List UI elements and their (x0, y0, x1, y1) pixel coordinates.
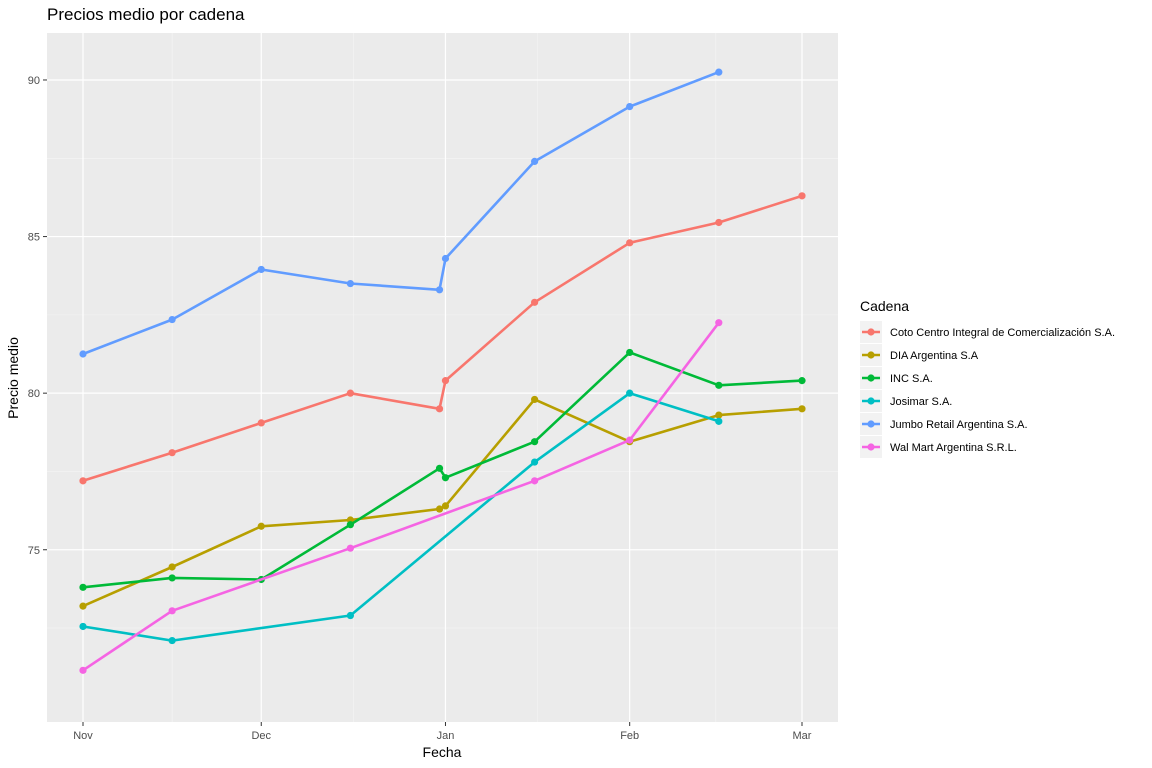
series-1 (79, 192, 806, 485)
data-point (168, 449, 176, 457)
data-point (168, 563, 176, 571)
data-point (79, 622, 87, 631)
series-5 (79, 68, 723, 358)
data-point (626, 389, 634, 397)
data-point (531, 438, 539, 446)
plot-panel (47, 33, 838, 722)
data-point (626, 348, 634, 357)
data-point (79, 583, 87, 591)
data-point (798, 377, 806, 385)
chart-title: Precios medio por cadena (47, 5, 245, 24)
legend-item: DIA Argentina S.A (860, 344, 979, 366)
data-point (441, 474, 450, 482)
legend-item: Wal Mart Argentina S.R.L. (860, 436, 1017, 458)
data-point (435, 405, 444, 413)
legend-label: Wal Mart Argentina S.R.L. (890, 442, 1017, 454)
x-tick-label: Dec (251, 730, 271, 742)
x-tick-label: Feb (620, 730, 639, 742)
data-point (441, 502, 450, 510)
data-point (715, 381, 723, 389)
data-point (531, 395, 539, 404)
data-point (441, 254, 450, 263)
data-point (626, 239, 634, 247)
x-axis-title: Fecha (423, 744, 462, 760)
data-point (435, 464, 444, 472)
data-point (435, 286, 444, 294)
legend-label: Jumbo Retail Argentina S.A. (890, 419, 1028, 431)
series-2 (79, 395, 806, 610)
legend-item: INC S.A. (860, 367, 933, 389)
data-point (257, 522, 265, 530)
legend-key-point (867, 397, 875, 405)
data-point (435, 505, 444, 513)
data-point (531, 458, 539, 466)
y-axis: 75 80 85 90 (28, 75, 47, 557)
series-line (81, 391, 721, 642)
x-tick-label: Nov (73, 730, 93, 742)
legend-key-point (867, 420, 875, 428)
legend-label: INC S.A. (890, 373, 933, 385)
data-point (715, 417, 723, 425)
data-point (346, 389, 354, 397)
legend-key-point (867, 374, 875, 382)
series-6 (79, 319, 723, 674)
data-point (79, 350, 87, 358)
series-line (81, 321, 721, 672)
series-4 (79, 389, 723, 645)
series-line (81, 351, 804, 589)
data-point (257, 419, 265, 427)
x-tick-label: Mar (793, 730, 812, 742)
data-point (715, 319, 723, 327)
data-point (168, 574, 176, 582)
legend-label: Coto Centro Integral de Comercialización… (890, 327, 1115, 339)
data-point (626, 102, 634, 111)
data-point (441, 377, 450, 385)
legend-title: Cadena (860, 298, 909, 314)
data-point (346, 611, 354, 620)
y-tick-label: 90 (28, 75, 40, 87)
data-point (346, 279, 354, 288)
data-point (346, 521, 354, 529)
data-point (79, 477, 87, 485)
y-tick-label: 75 (28, 545, 40, 557)
legend-item: Coto Centro Integral de Comercialización… (860, 321, 1115, 343)
x-tick-label: Jan (437, 730, 455, 742)
series-line (81, 194, 804, 483)
legend-label: Josimar S.A. (890, 396, 952, 408)
series-3 (79, 348, 806, 591)
data-point (346, 544, 354, 552)
y-tick-label: 80 (28, 388, 40, 400)
data-point (715, 411, 723, 419)
x-axis: Nov Dec Jan Feb Mar (73, 722, 812, 742)
data-point (79, 602, 87, 610)
legend-key-point (867, 351, 875, 359)
data-point (168, 636, 176, 645)
data-point (257, 265, 265, 274)
legend: Cadena Coto Centro Integral de Comercial… (860, 298, 1115, 458)
data-point (715, 68, 723, 76)
y-axis-title: Precio medio (5, 337, 21, 419)
data-point (531, 477, 539, 485)
data-point (168, 607, 176, 615)
data-point (79, 666, 87, 674)
data-point (531, 157, 539, 166)
data-point (626, 436, 634, 444)
data-point (715, 218, 723, 227)
data-point (798, 405, 806, 413)
legend-label: DIA Argentina S.A (890, 350, 979, 362)
legend-key-point (867, 443, 875, 451)
y-tick-label: 85 (28, 232, 40, 244)
legend-item: Jumbo Retail Argentina S.A. (860, 413, 1028, 435)
legend-item: Josimar S.A. (860, 390, 952, 412)
data-point (798, 192, 806, 200)
data-point (531, 298, 539, 306)
legend-key-point (867, 328, 875, 336)
data-point (168, 315, 176, 324)
series-layer (79, 68, 806, 674)
